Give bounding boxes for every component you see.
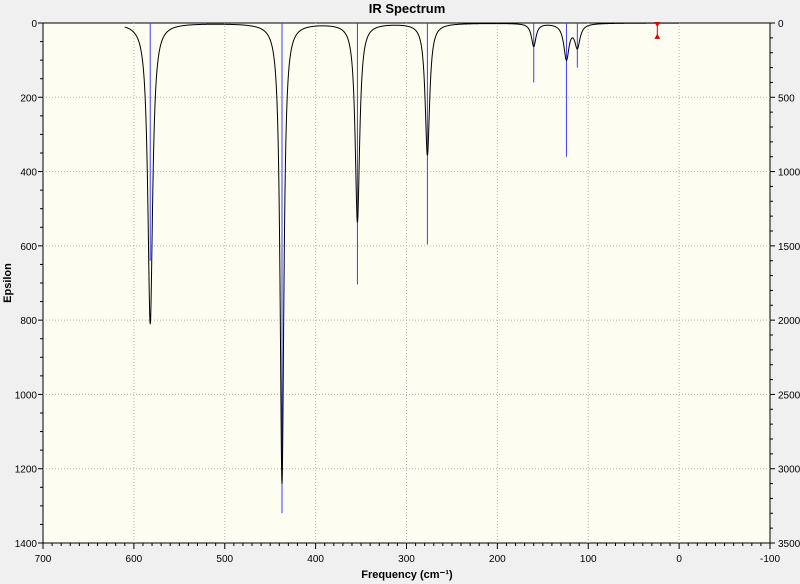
x-axis-title: Frequency (cm⁻¹) — [361, 569, 453, 581]
plot-area — [42, 22, 771, 544]
y-tick-label: 1400 — [15, 539, 38, 550]
marker-top-arrow — [654, 22, 661, 27]
x-tick-label: 200 — [489, 554, 506, 565]
y-tick-label: 1000 — [15, 390, 38, 401]
y2-tick-label: 2000 — [778, 316, 800, 327]
y2-tick-label: 1000 — [778, 168, 800, 179]
y-tick-label: 0 — [31, 19, 37, 30]
spectrum-series — [124, 22, 680, 485]
y-tick-label: 800 — [20, 316, 37, 327]
marker-bottom-arrow — [654, 33, 661, 39]
y2-tick-label: 1500 — [778, 242, 800, 253]
y2-tick-label: 3000 — [778, 465, 800, 476]
y-tick-label: 600 — [20, 242, 37, 253]
x-tick-label: 500 — [216, 554, 233, 565]
grid — [43, 23, 770, 543]
x-tick-label: 0 — [676, 554, 682, 565]
y2-tick-label: 500 — [778, 93, 795, 104]
spectrum-line — [124, 22, 680, 485]
x-tick-label: 100 — [580, 554, 597, 565]
y2-tick-label: 2500 — [778, 390, 800, 401]
y-tick-label: 200 — [20, 93, 37, 104]
x-tick-label: 600 — [126, 554, 143, 565]
y-tick-label: 1200 — [15, 465, 38, 476]
y-tick-label: 400 — [20, 168, 37, 179]
y-axis-title: Epsilon — [2, 263, 14, 303]
x-tick-label: 300 — [398, 554, 415, 565]
y2-tick-label: 3500 — [778, 539, 800, 550]
chart-title: IR Spectrum — [369, 1, 446, 16]
y2-tick-label: 0 — [778, 19, 784, 30]
x-tick-label: -100 — [760, 554, 780, 565]
axis-ticks: 700 600 500 400 300 200 100 0 -10002004006008001… — [15, 19, 800, 565]
x-tick-label: 700 — [35, 554, 52, 565]
x-tick-label: 400 — [307, 554, 324, 565]
marker — [654, 22, 661, 39]
stick-series — [149, 23, 578, 514]
